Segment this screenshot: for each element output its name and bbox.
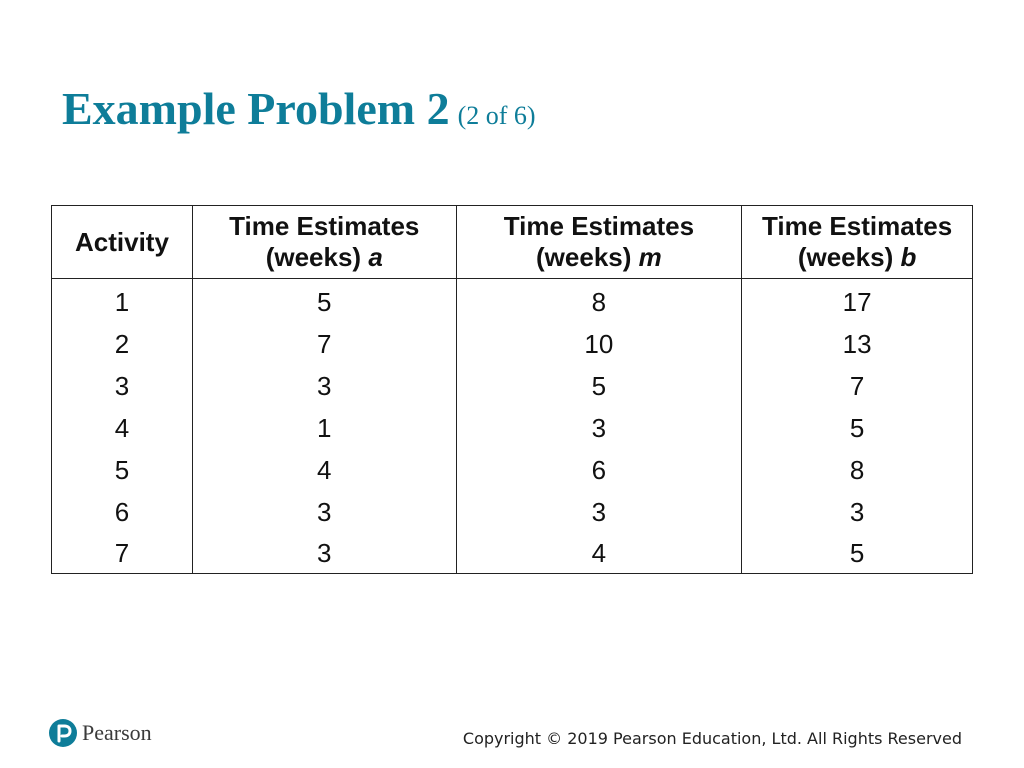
table-row: 1 5 8 17 [51, 278, 973, 323]
cell-m: 5 [455, 365, 743, 407]
header-time-estimate-a: Time Estimates (weeks) a [191, 205, 457, 279]
time-estimates-table: Activity Time Estimates (weeks) a Time E… [51, 205, 973, 574]
table-row: 3 3 5 7 [51, 365, 973, 407]
cell-m: 3 [455, 407, 743, 449]
table-row: 4 1 3 5 [51, 407, 973, 449]
title-main: Example Problem 2 [62, 83, 450, 134]
table-row: 7 3 4 5 [51, 533, 973, 574]
cell-activity: 5 [51, 449, 193, 491]
cell-a: 3 [191, 533, 457, 574]
title-subtitle: (2 of 6) [457, 101, 536, 130]
cell-b: 7 [741, 365, 973, 407]
header-time-estimate-m: Time Estimates (weeks) m [455, 205, 743, 279]
header-activity: Activity [51, 205, 193, 279]
cell-m: 6 [455, 449, 743, 491]
pearson-logo: Pearson [49, 719, 152, 747]
cell-m: 8 [455, 278, 743, 323]
cell-a: 4 [191, 449, 457, 491]
cell-m: 4 [455, 533, 743, 574]
header-time-estimate-b: Time Estimates (weeks) b [741, 205, 973, 279]
cell-activity: 6 [51, 491, 193, 533]
cell-m: 10 [455, 323, 743, 365]
cell-a: 5 [191, 278, 457, 323]
table-row: 6 3 3 3 [51, 491, 973, 533]
cell-activity: 7 [51, 533, 193, 574]
cell-m: 3 [455, 491, 743, 533]
table-row: 2 7 10 13 [51, 323, 973, 365]
cell-b: 8 [741, 449, 973, 491]
cell-b: 17 [741, 278, 973, 323]
pearson-wordmark: Pearson [82, 720, 152, 745]
table-header-row: Activity Time Estimates (weeks) a Time E… [51, 205, 973, 279]
cell-a: 1 [191, 407, 457, 449]
cell-a: 7 [191, 323, 457, 365]
table-row: 5 4 6 8 [51, 449, 973, 491]
cell-activity: 2 [51, 323, 193, 365]
cell-b: 13 [741, 323, 973, 365]
cell-activity: 3 [51, 365, 193, 407]
cell-activity: 1 [51, 278, 193, 323]
cell-b: 5 [741, 533, 973, 574]
copyright-notice: Copyright © 2019 Pearson Education, Ltd.… [462, 729, 962, 748]
cell-a: 3 [191, 365, 457, 407]
pearson-logo-icon [49, 719, 77, 747]
page-title: Example Problem 2 (2 of 6) [62, 83, 536, 135]
cell-a: 3 [191, 491, 457, 533]
cell-activity: 4 [51, 407, 193, 449]
cell-b: 3 [741, 491, 973, 533]
cell-b: 5 [741, 407, 973, 449]
